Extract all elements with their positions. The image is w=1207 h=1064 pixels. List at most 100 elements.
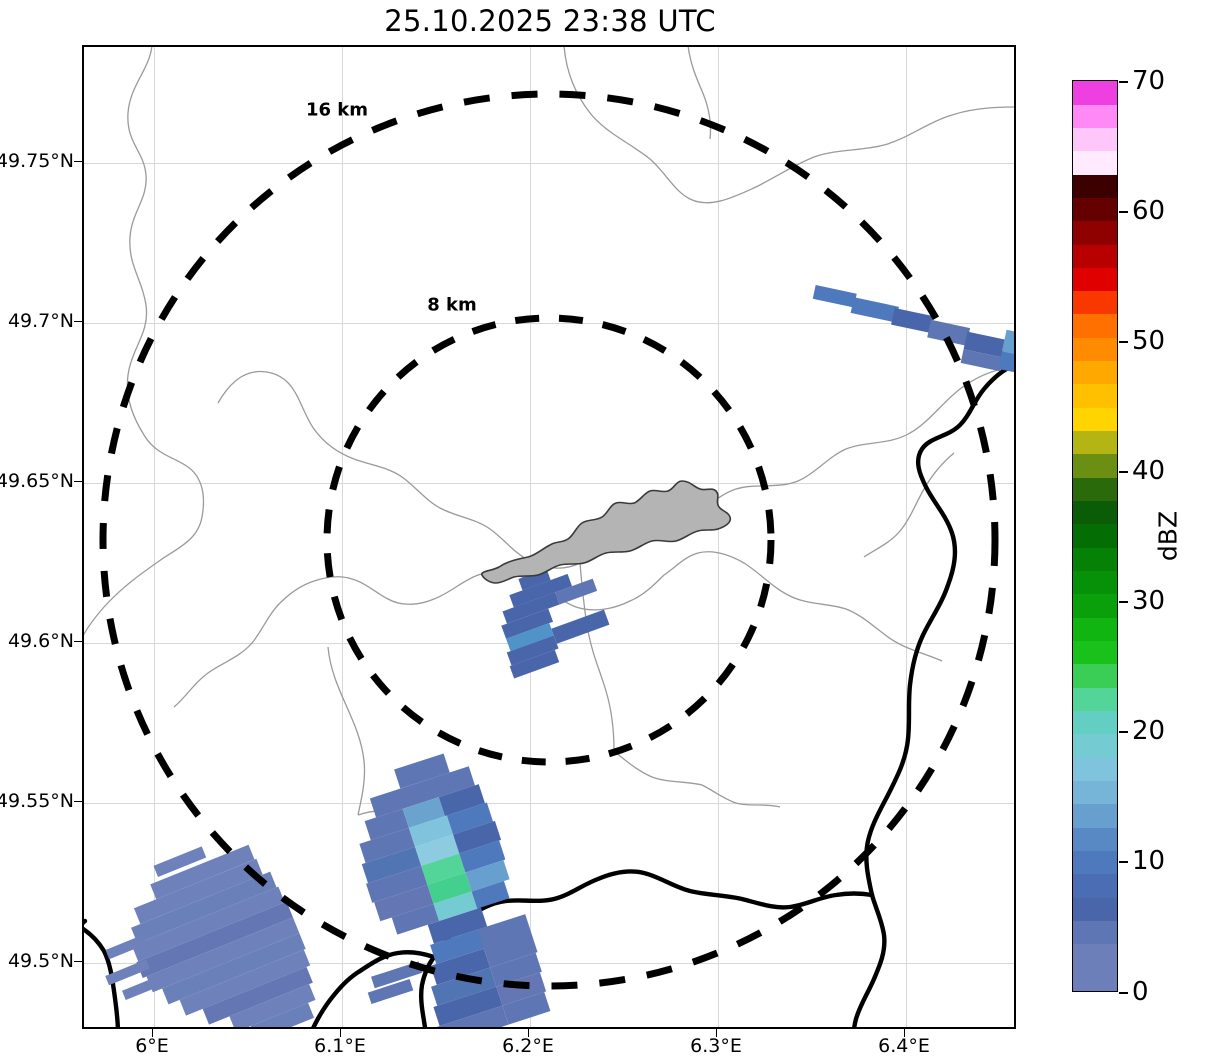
national-border — [84, 362, 1014, 1027]
gridline-vertical — [906, 47, 907, 1027]
range-ring-label-8km: 8 km — [427, 294, 477, 316]
colorbar-band — [1073, 384, 1117, 408]
colorbar-band — [1073, 734, 1117, 758]
colorbar-tick-mark — [1119, 731, 1128, 733]
colorbar-tick-label: 0 — [1132, 977, 1149, 1007]
y-tick-mark — [74, 161, 82, 162]
page-title: 25.10.2025 23:38 UTC — [384, 4, 716, 38]
gridline-vertical — [718, 47, 719, 1027]
colorbar-band — [1073, 197, 1117, 222]
colorbar-band — [1073, 104, 1117, 128]
gridline-vertical — [530, 47, 531, 1027]
map-clip: 16 km 8 km — [84, 47, 1014, 1027]
administrative-boundary — [84, 47, 1014, 882]
colorbar-band — [1073, 174, 1117, 198]
colorbar-band — [1073, 477, 1117, 502]
colorbar-band — [1073, 81, 1117, 105]
range-ring-16km — [99, 90, 999, 990]
colorbar-band — [1073, 641, 1117, 665]
colorbar-tick-mark — [1119, 211, 1128, 213]
colorbar-title: dBZ — [1153, 510, 1183, 562]
colorbar-band — [1073, 501, 1117, 525]
colorbar[interactable] — [1072, 80, 1118, 992]
colorbar-tick-mark — [1119, 992, 1128, 994]
gridline-horizontal — [84, 483, 1014, 484]
colorbar-band — [1073, 127, 1117, 152]
colorbar-band — [1073, 921, 1117, 945]
colorbar-tick-label: 50 — [1132, 326, 1166, 356]
colorbar-band — [1073, 687, 1117, 712]
gridline-vertical — [342, 47, 343, 1027]
y-tick-label: 49.65°N — [0, 470, 74, 492]
colorbar-band — [1073, 244, 1117, 268]
x-tick-label: 6°E — [135, 1035, 169, 1057]
colorbar-tick-label: 70 — [1132, 66, 1166, 96]
x-tick-mark — [340, 1029, 341, 1037]
range-ring-8km — [323, 314, 775, 766]
colorbar-tick-label: 60 — [1132, 196, 1166, 226]
colorbar-band — [1073, 547, 1117, 572]
colorbar-band — [1073, 851, 1117, 875]
colorbar-tick-label: 40 — [1132, 456, 1166, 486]
y-tick-label: 49.75°N — [0, 150, 74, 172]
y-tick-mark — [74, 321, 82, 322]
colorbar-tick-mark — [1119, 861, 1128, 863]
y-tick-label: 49.5°N — [7, 950, 74, 972]
city-polygon — [481, 480, 732, 584]
gridline-horizontal — [84, 643, 1014, 644]
colorbar-band — [1073, 361, 1117, 385]
colorbar-tick-mark — [1119, 341, 1128, 343]
colorbar-band — [1073, 337, 1117, 362]
colorbar-tick-label: 30 — [1132, 586, 1166, 616]
x-tick-mark — [904, 1029, 905, 1037]
colorbar-band — [1073, 267, 1117, 292]
colorbar-band — [1073, 757, 1117, 782]
range-ring-label-16km: 16 km — [305, 99, 369, 121]
y-tick-label: 49.7°N — [7, 310, 74, 332]
colorbar-tick-label: 10 — [1132, 846, 1166, 876]
x-tick-mark — [528, 1029, 529, 1037]
colorbar-band — [1073, 431, 1117, 455]
y-tick-mark — [74, 961, 82, 962]
gridline-horizontal — [84, 163, 1014, 164]
gridline-horizontal — [84, 803, 1014, 804]
colorbar-band — [1073, 524, 1117, 548]
colorbar-band — [1073, 407, 1117, 432]
colorbar-band — [1073, 781, 1117, 805]
map-vector-overlay — [84, 47, 1014, 1027]
radar-echo-south-central — [359, 753, 551, 1027]
colorbar-tick-mark — [1119, 601, 1128, 603]
colorbar-band — [1073, 874, 1117, 898]
x-tick-label: 6.4°E — [878, 1035, 930, 1057]
radar-echo-northeast — [812, 285, 1014, 376]
colorbar-band — [1073, 617, 1117, 642]
colorbar-tick-mark — [1119, 471, 1128, 473]
map-plot-area[interactable]: 16 km 8 km — [82, 45, 1016, 1029]
colorbar-tick-mark — [1119, 81, 1128, 83]
colorbar-band — [1073, 291, 1117, 315]
colorbar-band — [1073, 571, 1117, 595]
colorbar-band — [1073, 967, 1117, 991]
colorbar-band — [1073, 221, 1117, 245]
y-tick-mark — [74, 641, 82, 642]
radar-echo-central — [501, 568, 610, 679]
y-tick-mark — [74, 801, 82, 802]
y-tick-label: 49.6°N — [7, 630, 74, 652]
x-tick-label: 6.3°E — [690, 1035, 742, 1057]
colorbar-band — [1073, 454, 1117, 478]
colorbar-tick-label: 20 — [1132, 716, 1166, 746]
x-tick-label: 6.2°E — [502, 1035, 554, 1057]
y-tick-label: 49.55°N — [0, 790, 74, 812]
gridline-horizontal — [84, 323, 1014, 324]
colorbar-band — [1073, 944, 1117, 968]
colorbar-band — [1073, 897, 1117, 922]
y-tick-mark — [74, 481, 82, 482]
gridline-horizontal — [84, 963, 1014, 964]
x-tick-mark — [152, 1029, 153, 1037]
colorbar-band — [1073, 711, 1117, 735]
gridline-vertical — [154, 47, 155, 1027]
colorbar-band — [1073, 151, 1117, 175]
colorbar-band — [1073, 594, 1117, 618]
colorbar-band — [1073, 314, 1117, 338]
